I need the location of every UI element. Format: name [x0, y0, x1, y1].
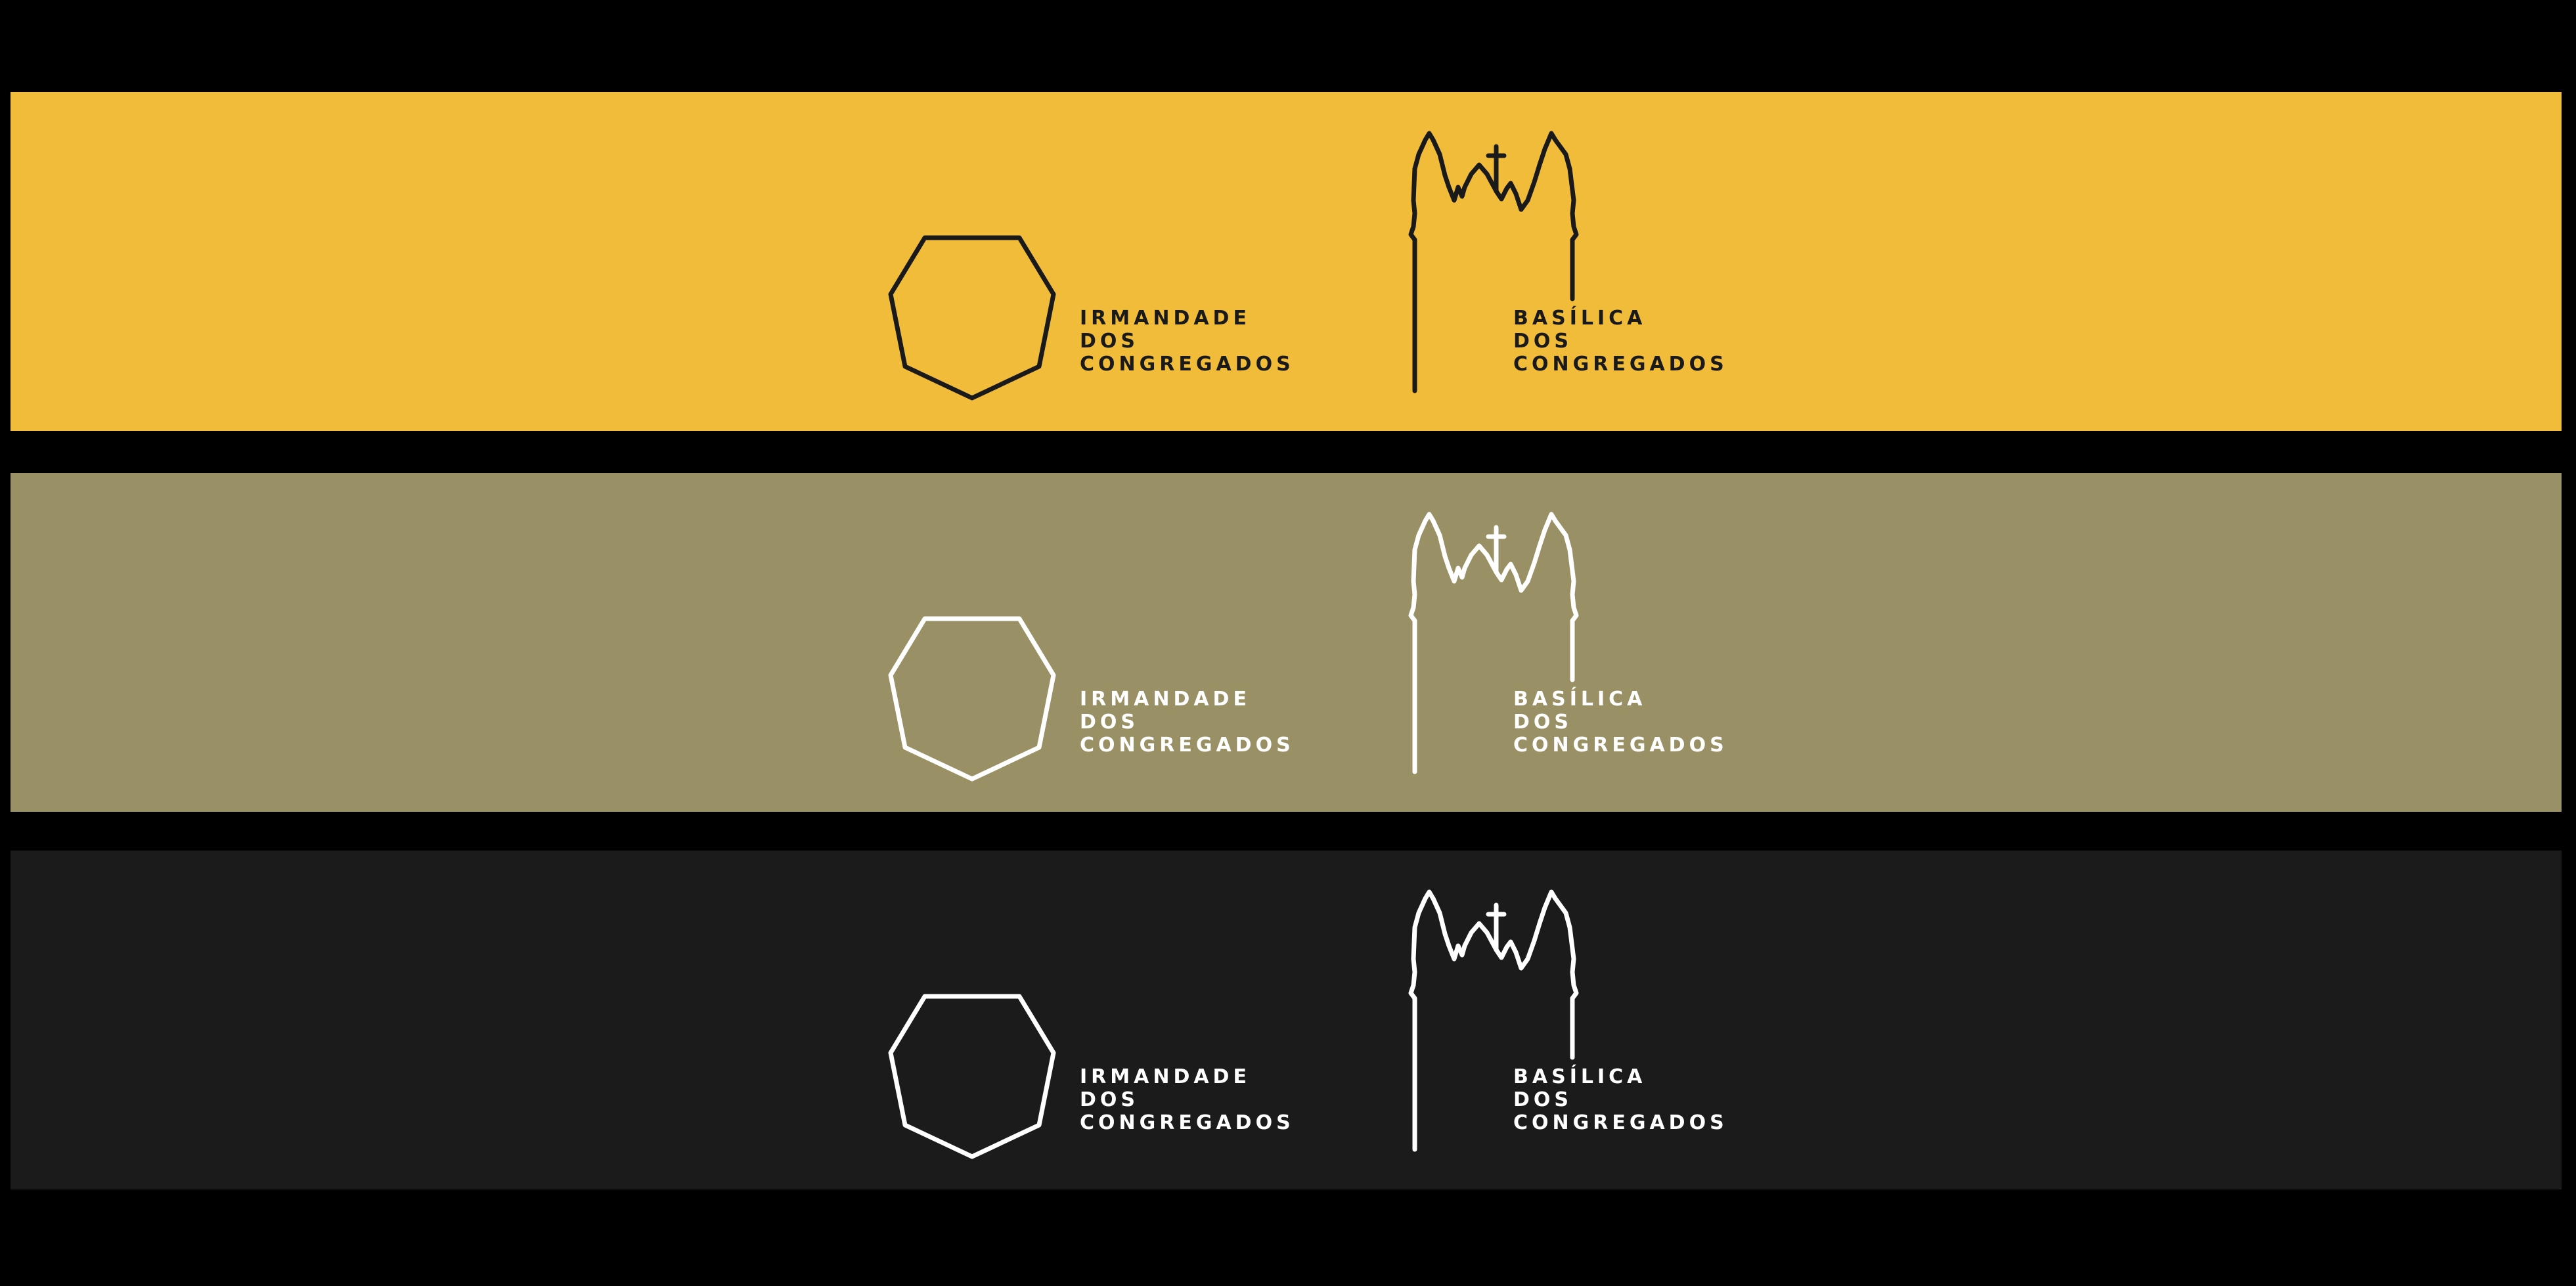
heptagon-icon: [888, 616, 1056, 782]
wordmark-line: IRMANDADE: [1080, 688, 1251, 711]
wordmark-line: BASÍLICA: [1513, 1065, 1647, 1088]
wordmark-line: BASÍLICA: [1513, 307, 1647, 330]
logo-band-olive: IRMANDADE DOS CONGREGADOS BASÍLICA DOS C…: [11, 473, 2562, 812]
basilica-wordmark: BASÍLICA DOS CONGREGADOS: [1513, 1065, 1728, 1134]
wordmark-line: IRMANDADE: [1080, 307, 1251, 330]
wordmark-line: DOS: [1080, 330, 1140, 353]
irmandade-wordmark: IRMANDADE DOS CONGREGADOS: [1080, 688, 1295, 757]
wordmark-line: DOS: [1513, 1088, 1573, 1111]
basilica-tower-icon: [1408, 889, 1579, 1152]
wordmark-line: DOS: [1080, 1088, 1140, 1111]
wordmark-line: CONGREGADOS: [1513, 734, 1728, 757]
wordmark-line: CONGREGADOS: [1080, 734, 1295, 757]
logo-band-yellow: IRMANDADE DOS CONGREGADOS BASÍLICA DOS C…: [11, 92, 2562, 431]
heptagon-icon: [888, 235, 1056, 401]
wordmark-line: CONGREGADOS: [1513, 353, 1728, 376]
basilica-wordmark: BASÍLICA DOS CONGREGADOS: [1513, 307, 1728, 376]
wordmark-line: CONGREGADOS: [1513, 1111, 1728, 1134]
wordmark-line: IRMANDADE: [1080, 1065, 1251, 1088]
irmandade-wordmark: IRMANDADE DOS CONGREGADOS: [1080, 307, 1295, 376]
wordmark-line: CONGREGADOS: [1080, 1111, 1295, 1134]
wordmark-line: CONGREGADOS: [1080, 353, 1295, 376]
wordmark-line: BASÍLICA: [1513, 688, 1647, 711]
basilica-wordmark: BASÍLICA DOS CONGREGADOS: [1513, 688, 1728, 757]
basilica-tower-icon: [1408, 131, 1579, 393]
heptagon-icon: [888, 994, 1056, 1159]
wordmark-line: DOS: [1513, 711, 1573, 734]
wordmark-line: DOS: [1513, 330, 1573, 353]
wordmark-line: DOS: [1080, 711, 1140, 734]
irmandade-wordmark: IRMANDADE DOS CONGREGADOS: [1080, 1065, 1295, 1134]
logo-band-charcoal: IRMANDADE DOS CONGREGADOS BASÍLICA DOS C…: [11, 851, 2562, 1189]
basilica-tower-icon: [1408, 512, 1579, 774]
